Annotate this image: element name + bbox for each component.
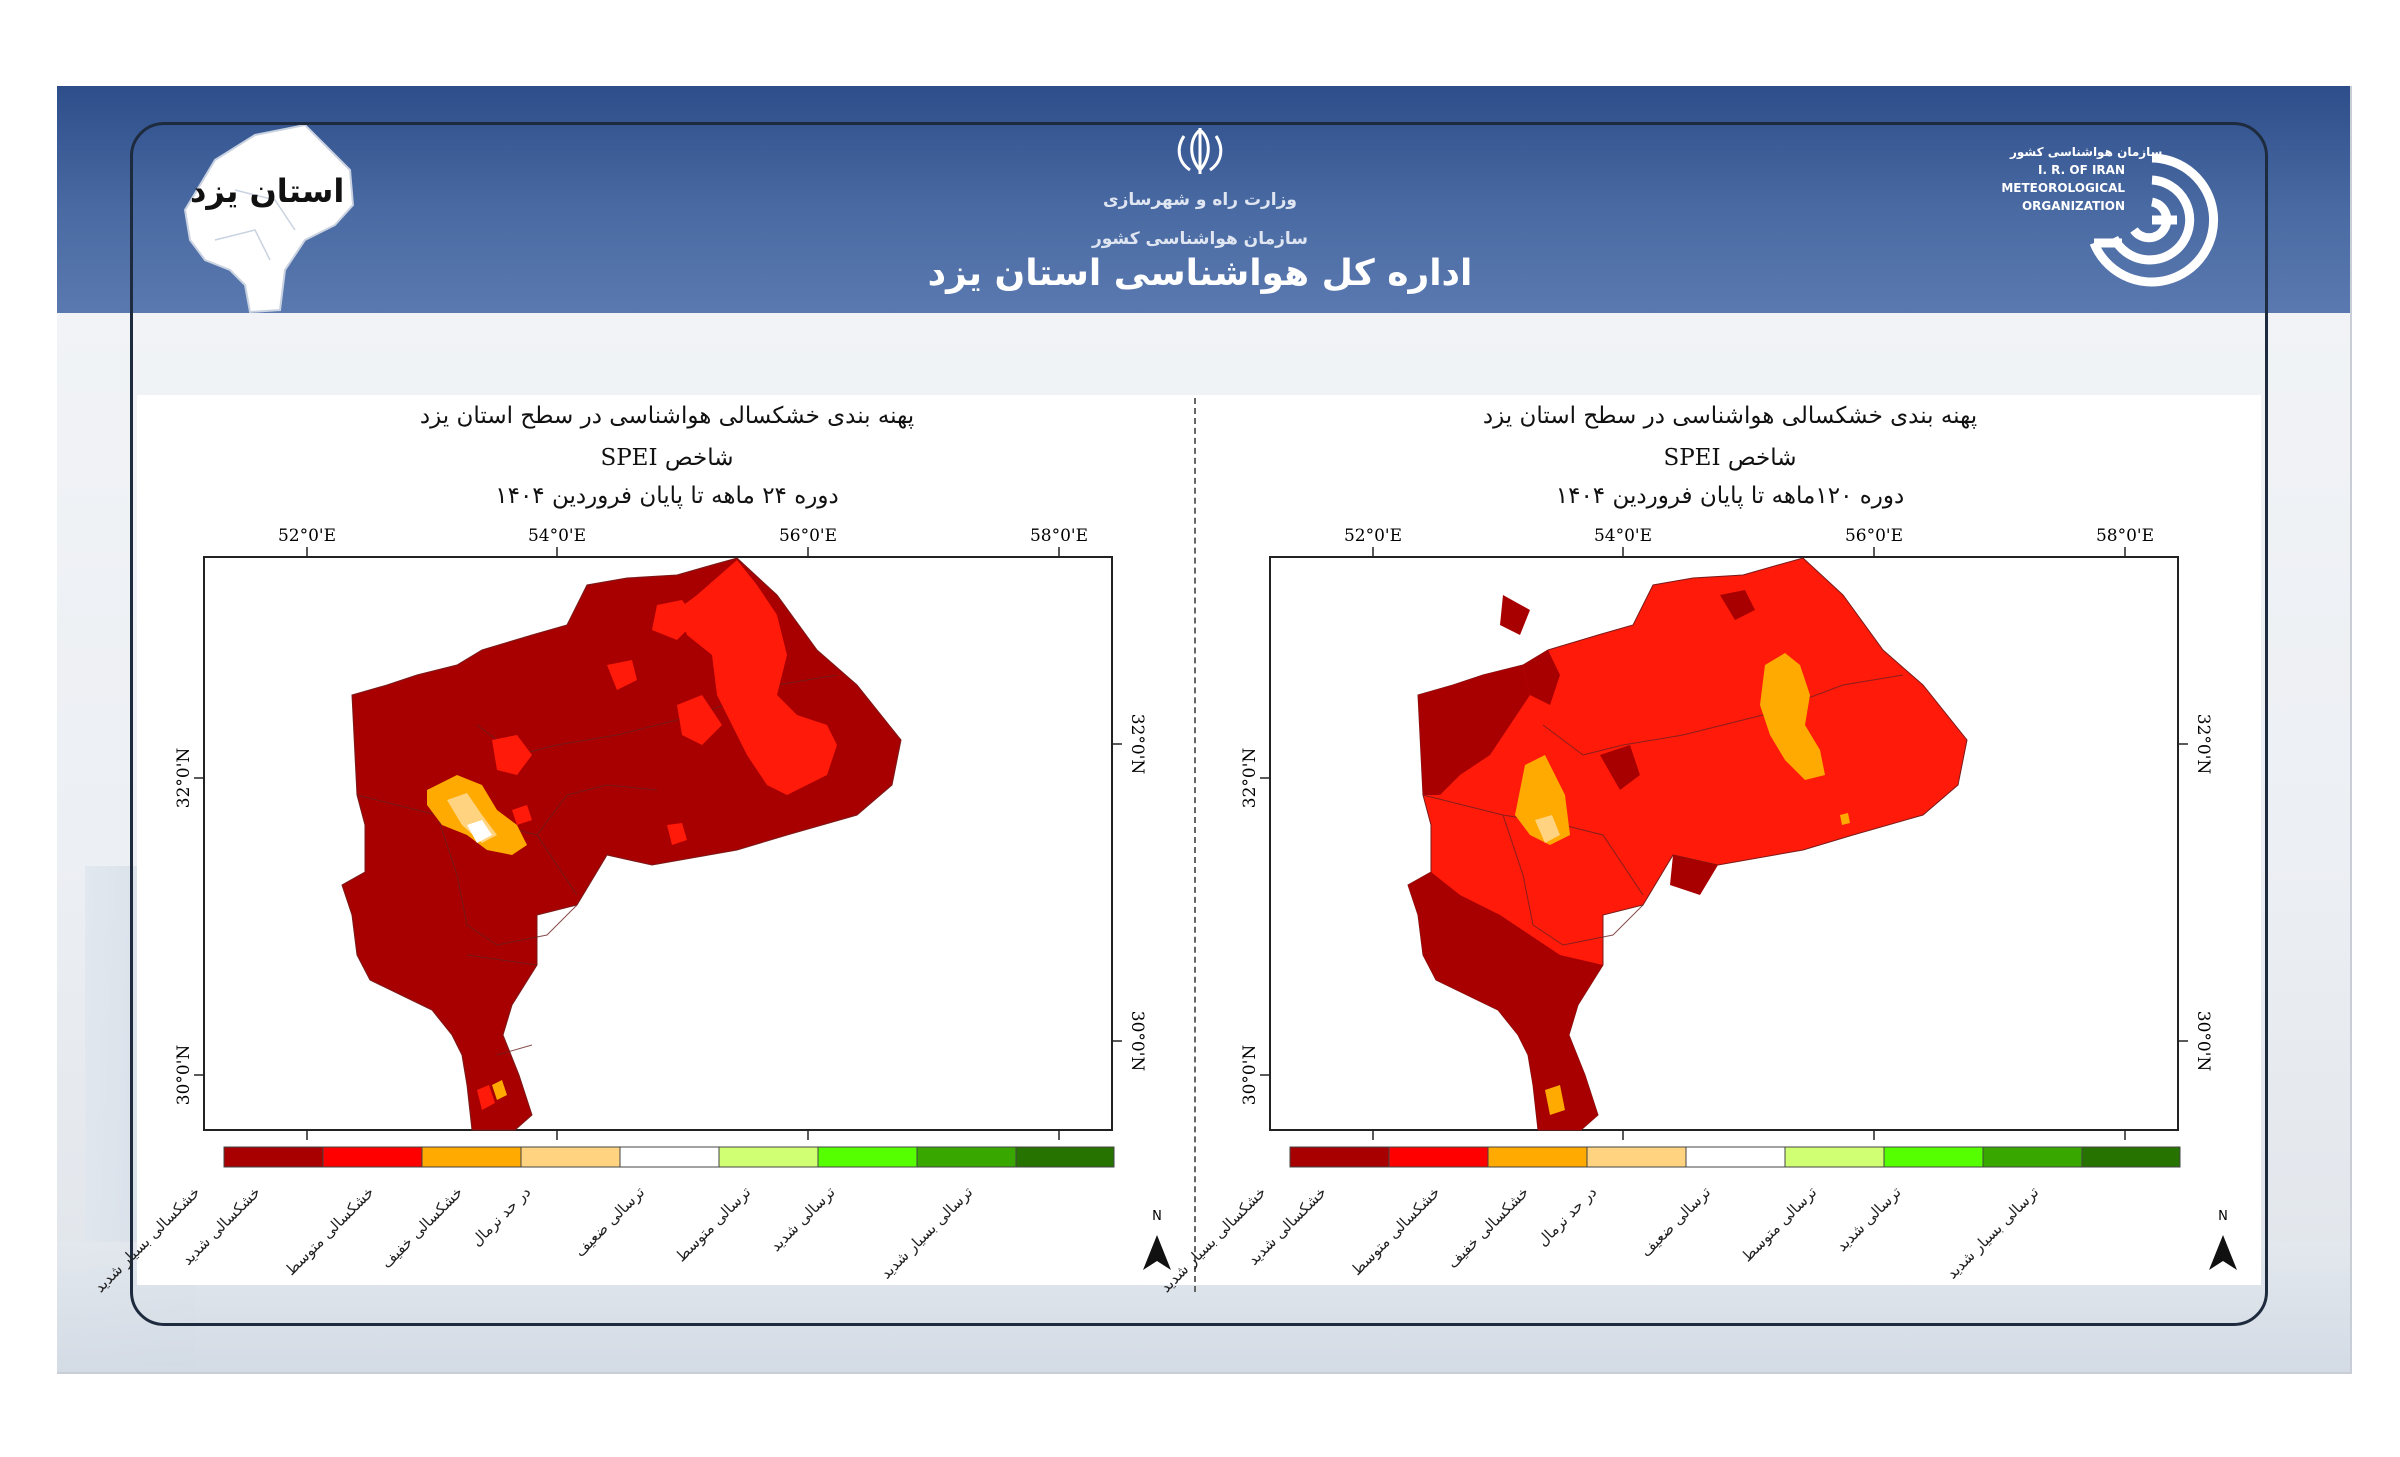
- north-label: N: [2218, 1209, 2228, 1224]
- y-tick-label-right: 30°0'N: [2193, 1011, 2213, 1072]
- y-tick-label-right: 32°0'N: [2193, 714, 2213, 775]
- x-tick-label: 52°0'E: [1344, 526, 1402, 546]
- map-index-label: شاخص SPEI: [600, 445, 734, 471]
- legend-swatch-mild-drought: [520, 1146, 621, 1168]
- legend-swatch-normal: [619, 1146, 720, 1168]
- y-tick-label-left: 30°0'N: [1240, 1045, 1260, 1106]
- legend-swatch-moderate-drought: [1487, 1146, 1588, 1168]
- y-tick-label-right: 32°0'N: [1127, 714, 1147, 775]
- x-tick-label: 52°0'E: [278, 526, 336, 546]
- north-label: N: [1152, 1209, 1162, 1224]
- drought-map-120: 52°0'E 54°0'E 56°0'E 58°0'E 32°0'N 30°0'…: [1240, 526, 2237, 1270]
- legend-swatch-severe-wet: [916, 1146, 1017, 1168]
- organization-name: سازمان هواشناسی کشور: [1091, 229, 1308, 249]
- y-tick-label-right: 30°0'N: [1127, 1011, 1147, 1072]
- x-tick-label: 58°0'E: [1030, 526, 1088, 546]
- iran-emblem-icon: [1177, 128, 1223, 174]
- legend-swatch-moderate-wet: [1883, 1146, 1984, 1168]
- province-map-icon: [183, 123, 355, 314]
- severe-drought-zone: [477, 560, 837, 1110]
- y-tick-label-left: 32°0'N: [1240, 748, 1260, 809]
- legend-swatch-normal: [1685, 1146, 1786, 1168]
- legend-bar: [1289, 1146, 2181, 1168]
- page-title: اداره کل هواشناسی استان یزد: [927, 253, 1473, 294]
- map-title: پهنه بندی خشکسالی هواشناسی در سطح استان …: [419, 403, 915, 429]
- legend-swatch-extreme-drought: [1289, 1146, 1390, 1168]
- logo-en-line1: I. R. OF IRAN: [2037, 163, 2125, 177]
- x-tick-label: 58°0'E: [2096, 526, 2154, 546]
- logo-en-line3: ORGANIZATION: [2021, 199, 2125, 213]
- map-period-label: دوره ۲۴ ماهه تا پایان فروردین ۱۴۰۴: [495, 483, 839, 509]
- content-frame: [130, 122, 2268, 1326]
- panel-divider: [1194, 398, 1196, 1292]
- map-panel-24-month: پهنه بندی خشکسالی هواشناسی در سطح استان …: [91, 395, 1197, 1296]
- drought-map-24: 52°0'E 54°0'E 56°0'E 58°0'E 32°0'N 30°0'…: [174, 526, 1171, 1270]
- legend-swatch-moderate-drought: [421, 1146, 522, 1168]
- x-tick-label: 56°0'E: [779, 526, 837, 546]
- x-tick-label: 54°0'E: [1594, 526, 1652, 546]
- map-period-label: دوره ۱۲۰ماهه تا پایان فروردین ۱۴۰۴: [1555, 483, 1905, 509]
- legend-swatch-severe-wet: [1982, 1146, 2083, 1168]
- legend-swatch-weak-wet: [718, 1146, 819, 1168]
- y-tick-label-left: 30°0'N: [174, 1045, 194, 1106]
- north-arrow-icon: [1143, 1235, 1171, 1270]
- province-badge-label: استان یزد: [190, 172, 345, 210]
- moderate-drought-zone: [1515, 653, 1850, 1115]
- map-title: پهنه بندی خشکسالی هواشناسی در سطح استان …: [1482, 403, 1978, 429]
- legend-swatch-weak-wet: [1784, 1146, 1885, 1168]
- irimo-logo-icon: [2089, 153, 2219, 287]
- normal-zone: [467, 820, 492, 843]
- mild-drought-zone: [1535, 815, 1560, 843]
- legend-swatch-severe-drought: [322, 1146, 423, 1168]
- map-panel-120-month: پهنه بندی خشکسالی هواشناسی در سطح استان …: [1157, 395, 2260, 1296]
- legend-swatch-extreme-wet: [2081, 1146, 2181, 1168]
- ministry-name: وزارت راه و شهرسازی: [1102, 190, 1297, 210]
- extreme-drought-zone: [1408, 590, 1755, 1130]
- map-index-label: شاخص SPEI: [1663, 445, 1797, 471]
- moderate-drought-zone: [492, 1080, 507, 1100]
- north-arrow-icon: [2209, 1235, 2237, 1270]
- legend-swatch-moderate-wet: [817, 1146, 918, 1168]
- legend-swatch-severe-drought: [1388, 1146, 1489, 1168]
- x-tick-label: 56°0'E: [1845, 526, 1903, 546]
- legend-swatch-extreme-drought: [223, 1146, 324, 1168]
- legend-bar: [223, 1146, 1115, 1168]
- y-tick-label-left: 32°0'N: [174, 748, 194, 809]
- legend-swatch-mild-drought: [1586, 1146, 1687, 1168]
- x-tick-label: 54°0'E: [528, 526, 586, 546]
- legend-swatch-extreme-wet: [1015, 1146, 1115, 1168]
- logo-en-line2: METEOROLOGICAL: [2001, 181, 2125, 195]
